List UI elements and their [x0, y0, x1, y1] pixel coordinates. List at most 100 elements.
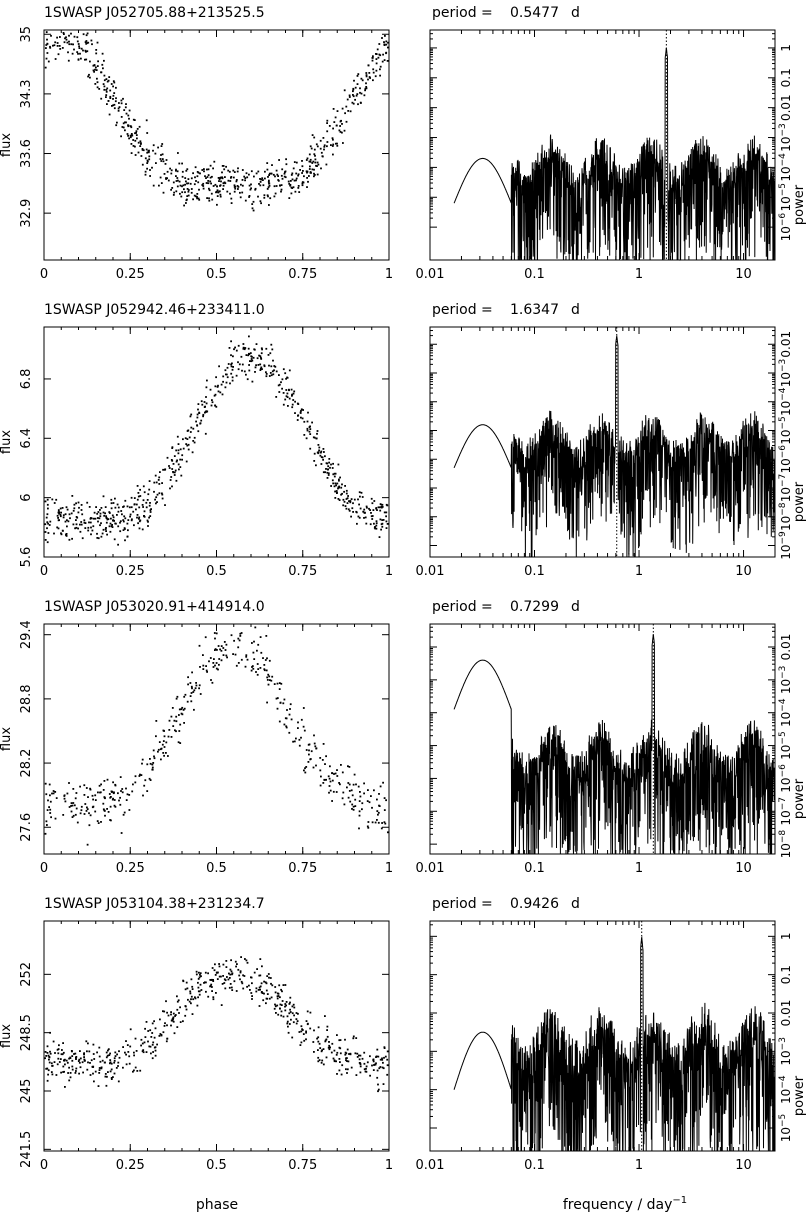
data-point: [259, 369, 262, 371]
data-point: [170, 736, 173, 738]
data-point: [209, 979, 212, 981]
data-point: [251, 995, 253, 997]
data-point: [163, 746, 166, 748]
data-point: [295, 1018, 298, 1020]
data-point: [228, 347, 231, 349]
data-point: [114, 1055, 117, 1057]
data-point: [250, 355, 253, 358]
data-point: [130, 506, 133, 509]
data-point: [75, 1070, 77, 1072]
data-point: [68, 1057, 70, 1060]
data-point: [73, 804, 76, 807]
data-point: [182, 709, 185, 711]
data-point: [346, 1072, 348, 1074]
data-point: [334, 472, 337, 475]
data-point: [243, 975, 246, 977]
data-point: [52, 792, 55, 795]
data-point: [221, 176, 223, 179]
data-point: [352, 808, 355, 811]
data-point: [204, 432, 207, 435]
data-point: [299, 169, 301, 171]
data-point: [240, 980, 243, 983]
data-point: [260, 202, 262, 205]
data-point: [57, 53, 60, 56]
data-point: [61, 507, 64, 509]
data-point: [241, 191, 244, 194]
data-point: [158, 476, 161, 479]
pg-y-tick-label: 10−9: [778, 531, 793, 560]
data-point: [346, 1068, 349, 1071]
data-point: [250, 187, 252, 190]
data-point: [306, 186, 308, 188]
data-point: [319, 147, 322, 150]
data-point: [271, 675, 274, 678]
data-point: [110, 525, 113, 528]
data-point: [308, 743, 311, 746]
data-point: [225, 165, 227, 168]
data-point: [125, 787, 127, 790]
pg-y-tick-label: 10−4: [778, 153, 793, 182]
data-point: [55, 797, 58, 799]
data-point: [275, 169, 278, 172]
data-point: [251, 982, 253, 985]
data-point: [300, 1030, 303, 1033]
data-point: [182, 184, 185, 187]
data-point: [100, 535, 103, 538]
data-point: [273, 365, 276, 367]
data-point: [87, 796, 89, 798]
data-point: [215, 191, 217, 194]
data-point: [281, 387, 283, 390]
data-point: [339, 1039, 342, 1041]
data-point: [365, 522, 368, 525]
data-point: [291, 394, 293, 397]
data-point: [317, 444, 320, 446]
data-point: [204, 971, 207, 974]
lc-xlabel: phase: [196, 1197, 238, 1213]
data-point: [142, 1049, 145, 1051]
data-point: [162, 1010, 164, 1013]
data-point: [295, 177, 298, 180]
data-point: [190, 995, 193, 998]
data-point: [348, 94, 351, 97]
data-point: [84, 58, 86, 61]
data-point: [149, 175, 151, 177]
data-point: [318, 1042, 321, 1045]
data-point: [280, 1014, 283, 1017]
data-point: [157, 750, 159, 753]
data-point: [106, 1075, 108, 1078]
data-point: [187, 448, 190, 451]
data-point: [108, 525, 111, 528]
data-point: [167, 179, 170, 182]
data-point: [309, 165, 311, 168]
data-point: [187, 683, 189, 686]
data-point: [386, 60, 389, 62]
data-point: [242, 346, 245, 349]
x-tick-label: 1: [385, 564, 393, 579]
data-point: [232, 169, 235, 172]
data-point: [151, 1057, 154, 1060]
data-point: [355, 1037, 358, 1039]
data-point: [62, 1051, 65, 1054]
data-point: [352, 88, 355, 91]
data-point: [199, 172, 201, 175]
data-point: [363, 1062, 366, 1065]
data-point: [75, 516, 78, 518]
data-point: [247, 347, 250, 350]
data-point: [131, 790, 134, 793]
data-point: [107, 79, 110, 82]
data-point: [237, 188, 239, 190]
data-point: [233, 348, 235, 351]
data-point: [317, 451, 320, 454]
data-point: [97, 537, 100, 540]
data-point: [313, 742, 316, 745]
data-point: [137, 495, 140, 498]
data-point: [230, 365, 233, 368]
data-point: [321, 1049, 323, 1052]
data-point: [345, 105, 348, 108]
pg-y-tick-label: 10−5: [778, 416, 793, 445]
data-point: [109, 89, 112, 92]
data-point: [190, 685, 193, 688]
data-point: [225, 654, 228, 657]
data-point: [236, 170, 239, 173]
data-point: [161, 493, 164, 496]
